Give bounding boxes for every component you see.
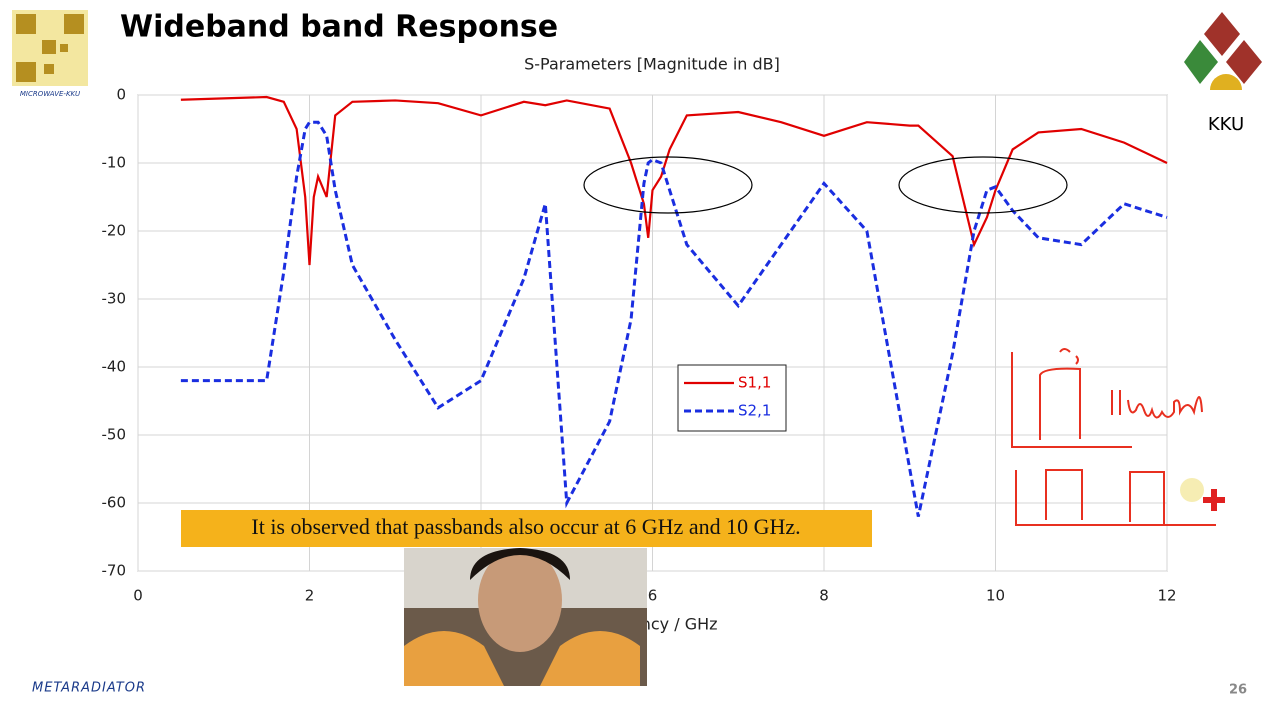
y-tick-label: -30 <box>102 290 127 308</box>
logo <box>1184 12 1262 90</box>
x-tick-label: 0 <box>133 587 143 605</box>
y-tick-label: -50 <box>102 426 127 444</box>
chart-title: S-Parameters [Magnitude in dB] <box>524 55 780 74</box>
legend-label: S2,1 <box>738 402 771 420</box>
y-tick-label: 0 <box>116 86 126 104</box>
y-tick-label: -20 <box>102 222 127 240</box>
caption-box <box>181 510 872 547</box>
y-tick-label: -40 <box>102 358 127 376</box>
annotation-ellipse <box>583 156 753 214</box>
qr-pattern <box>16 14 84 82</box>
cursor <box>1203 489 1225 511</box>
x-tick-label: 12 <box>1157 587 1176 605</box>
y-tick-label: -70 <box>102 562 127 580</box>
slide-title: Wideband band Response <box>120 10 558 45</box>
webcam-shirt <box>404 631 640 686</box>
caption: It is observed that passbands also occur… <box>251 514 800 539</box>
logo-label: KKU <box>1208 114 1244 135</box>
x-tick-label: 6 <box>648 587 658 605</box>
cursor-highlight <box>1180 478 1204 502</box>
webcam-face <box>478 548 562 652</box>
x-tick-label: 10 <box>986 587 1005 605</box>
page-number: 26 <box>1229 683 1247 698</box>
footer: METARADIATOR <box>32 681 146 696</box>
legend-label: S1,1 <box>738 374 771 392</box>
legend <box>677 364 787 432</box>
annotation-ellipse <box>898 156 1068 214</box>
y-tick-label: -10 <box>102 154 127 172</box>
y-tick-label: -60 <box>102 494 127 512</box>
x-tick-label: 2 <box>305 587 315 605</box>
series-line <box>180 95 1168 266</box>
x-tick-label: 8 <box>819 587 829 605</box>
handwriting <box>1011 348 1216 526</box>
series-line <box>180 120 1168 517</box>
qr-label: MICROWAVE-KKU <box>20 90 80 98</box>
webcam-hair <box>470 548 570 580</box>
